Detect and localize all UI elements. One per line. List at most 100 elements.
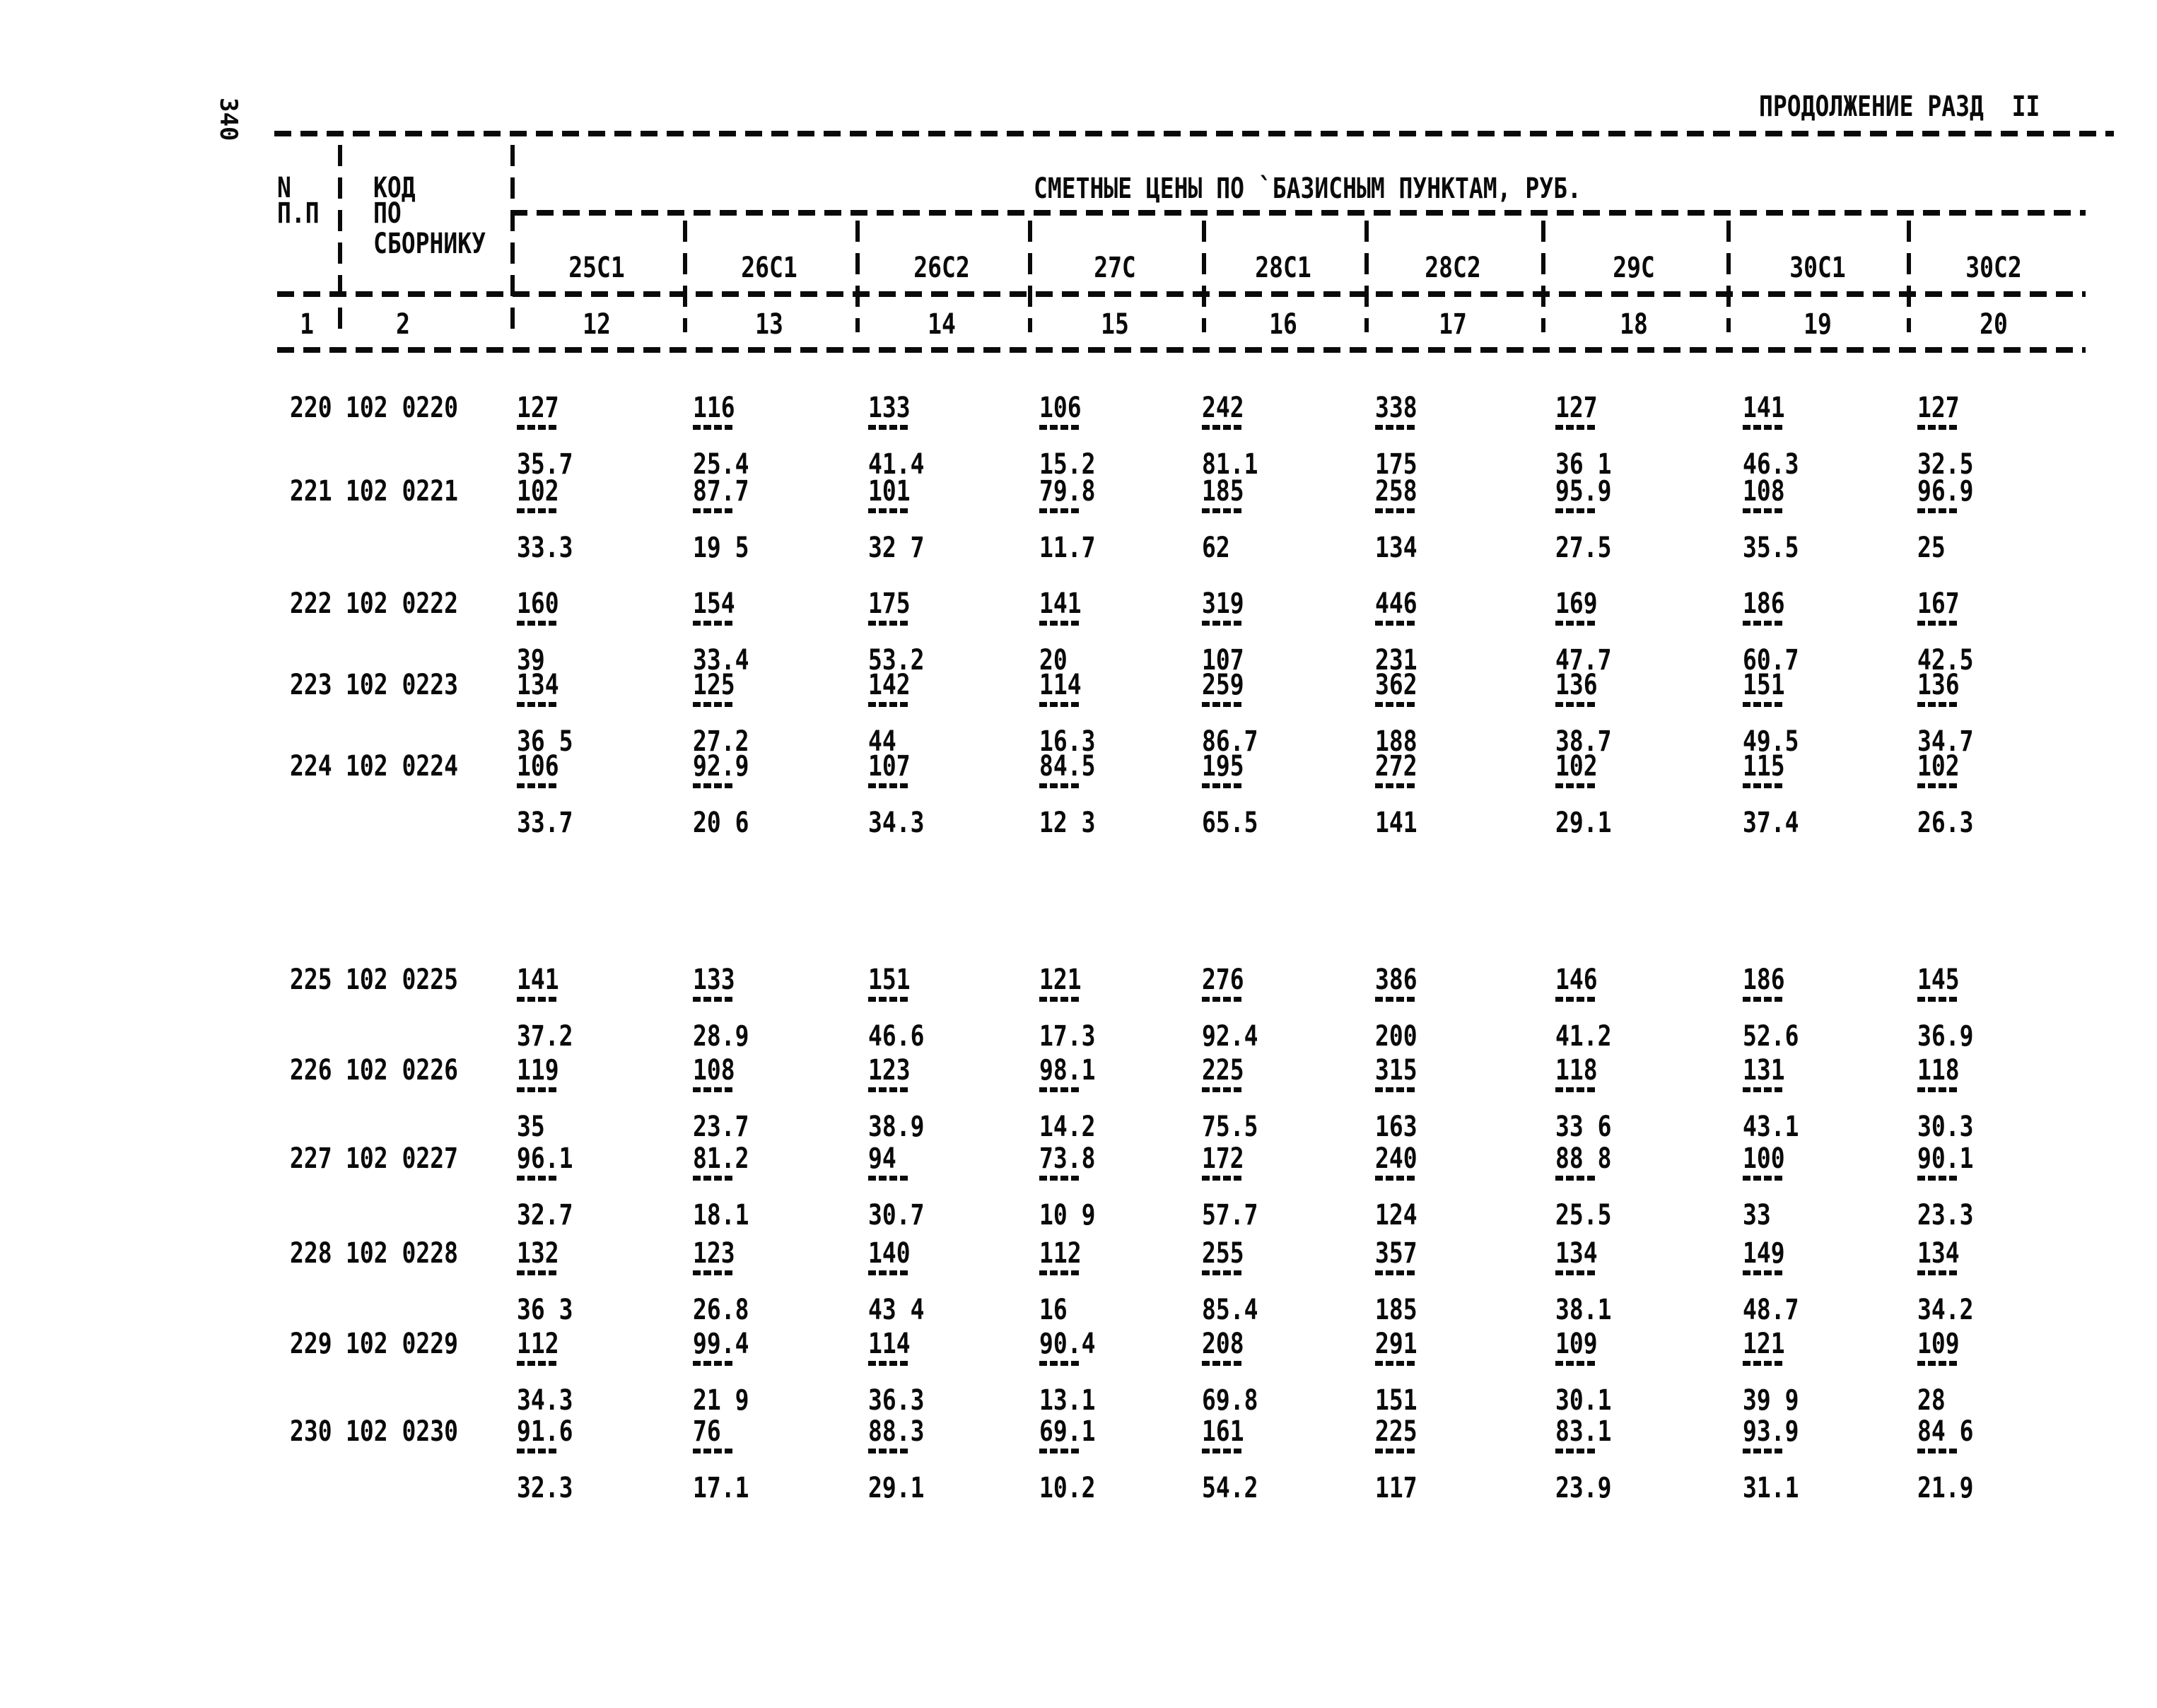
fraction-bar [1202, 783, 1242, 788]
cell-lower-value: 19 5 [693, 530, 749, 564]
cell-lower-value: 25 [1917, 530, 1946, 564]
fraction-bar [1039, 1176, 1080, 1181]
cell-upper-value: 362 [1375, 667, 1417, 701]
fraction-bar [1555, 1270, 1596, 1275]
cell-upper-value: 225 [1375, 1414, 1417, 1448]
cell-lower-value: 48.7 [1743, 1292, 1799, 1326]
cell-lower-value: 62 [1202, 530, 1230, 564]
price-column-label: 29С [1613, 250, 1655, 284]
fraction-bar [1555, 1087, 1596, 1092]
cell-lower-value: 17.3 [1039, 1019, 1096, 1053]
cell-lower-value: 30.7 [868, 1198, 925, 1232]
row-number-column-header-line1: N [277, 170, 291, 204]
fraction-bar [517, 1361, 557, 1366]
cell-lower-value: 134 [1375, 530, 1417, 564]
fraction-bar [1917, 508, 1958, 513]
cell-upper-value: 175 [868, 586, 911, 620]
cell-lower-value: 85.4 [1202, 1292, 1258, 1326]
cell-lower-value: 10.2 [1039, 1470, 1096, 1504]
cell-upper-value: 195 [1202, 749, 1244, 783]
cell-lower-value: 30.3 [1917, 1109, 1974, 1143]
price-column-number: 19 [1804, 307, 1832, 341]
fraction-bar [1202, 997, 1242, 1002]
fraction-bar [693, 1449, 733, 1453]
cell-lower-value: 33.4 [693, 643, 749, 677]
cell-upper-value: 133 [693, 962, 735, 996]
row-code: 102 0228 [346, 1236, 458, 1270]
fraction-bar [693, 508, 733, 513]
cell-upper-value: 84 6 [1917, 1414, 1974, 1448]
cell-upper-value: 79.8 [1039, 474, 1096, 508]
cell-lower-value: 35.7 [517, 447, 573, 481]
cell-lower-value: 36 3 [517, 1292, 573, 1326]
row-number: 228 [290, 1236, 332, 1270]
row-code: 102 0223 [346, 667, 458, 701]
cell-upper-value: 142 [868, 667, 911, 701]
cell-lower-value: 42.5 [1917, 643, 1974, 677]
cell-upper-value: 102 [517, 474, 559, 508]
cell-upper-value: 123 [693, 1236, 735, 1270]
price-column-label: 26С2 [913, 250, 970, 284]
cell-upper-value: 172 [1202, 1141, 1244, 1175]
price-column-label: 26С1 [741, 250, 797, 284]
cell-lower-value: 69.8 [1202, 1383, 1258, 1417]
fraction-bar [693, 425, 733, 430]
fraction-bar [1039, 702, 1080, 707]
fraction-bar [1917, 1176, 1958, 1181]
fraction-bar [1375, 1449, 1415, 1453]
cell-upper-value: 88 8 [1555, 1141, 1612, 1175]
code-column-header-line3: СБОРНИКУ [373, 226, 486, 260]
cell-lower-value: 36.3 [868, 1383, 925, 1417]
cell-upper-value: 121 [1743, 1326, 1785, 1360]
cell-upper-value: 116 [693, 390, 735, 424]
fraction-bar [1555, 702, 1596, 707]
column-separator [510, 145, 515, 332]
fraction-bar [517, 997, 557, 1002]
cell-upper-value: 91.6 [517, 1414, 573, 1448]
cell-upper-value: 357 [1375, 1236, 1417, 1270]
cell-lower-value: 28 [1917, 1383, 1946, 1417]
fraction-bar [1375, 997, 1415, 1002]
fraction-bar [693, 702, 733, 707]
cell-lower-value: 52.6 [1743, 1019, 1799, 1053]
cell-upper-value: 136 [1555, 667, 1598, 701]
cell-upper-value: 73.8 [1039, 1141, 1096, 1175]
cell-lower-value: 29.1 [868, 1470, 925, 1504]
fraction-bar [1375, 1176, 1415, 1181]
cell-upper-value: 185 [1202, 474, 1244, 508]
cell-upper-value: 240 [1375, 1141, 1417, 1175]
fraction-bar [517, 783, 557, 788]
cell-lower-value: 23.7 [693, 1109, 749, 1143]
cell-lower-value: 33 6 [1555, 1109, 1612, 1143]
cell-lower-value: 32.3 [517, 1470, 573, 1504]
cell-upper-value: 141 [517, 962, 559, 996]
cell-upper-value: 102 [1555, 749, 1598, 783]
fraction-bar [1917, 1449, 1958, 1453]
price-column-number: 20 [1980, 307, 2008, 341]
fraction-bar [868, 1087, 908, 1092]
cell-lower-value: 34.7 [1917, 724, 1974, 758]
cell-upper-value: 108 [693, 1053, 735, 1087]
column-separator [855, 221, 860, 332]
fraction-bar [1917, 783, 1958, 788]
price-column-number: 14 [928, 307, 956, 341]
cell-lower-value: 124 [1375, 1198, 1417, 1232]
cell-upper-value: 127 [517, 390, 559, 424]
fraction-bar [1375, 1087, 1415, 1092]
cell-upper-value: 127 [1555, 390, 1598, 424]
row-code: 102 0226 [346, 1053, 458, 1087]
cell-lower-value: 20 6 [693, 805, 749, 839]
cell-lower-value: 12 3 [1039, 805, 1096, 839]
fraction-bar [1202, 508, 1242, 513]
cell-lower-value: 38.7 [1555, 724, 1612, 758]
fraction-bar [1917, 702, 1958, 707]
cell-lower-value: 92.4 [1202, 1019, 1258, 1053]
cell-upper-value: 149 [1743, 1236, 1785, 1270]
cell-upper-value: 258 [1375, 474, 1417, 508]
cell-upper-value: 95.9 [1555, 474, 1612, 508]
column-separator [683, 221, 687, 332]
cell-upper-value: 167 [1917, 586, 1960, 620]
fraction-bar [1555, 508, 1596, 513]
cell-lower-value: 41.4 [868, 447, 925, 481]
page-number-rotated: 340 [214, 98, 242, 141]
